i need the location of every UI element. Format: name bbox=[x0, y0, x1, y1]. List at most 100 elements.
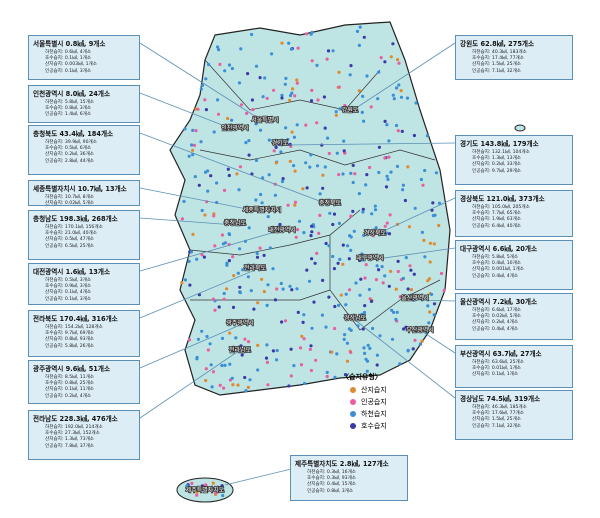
wetland-dot bbox=[210, 385, 214, 389]
wetland-dot bbox=[343, 103, 347, 108]
wetland-dot bbox=[238, 247, 242, 251]
wetland-dot bbox=[247, 226, 251, 230]
wetland-dot bbox=[362, 233, 366, 238]
wetland-dot bbox=[407, 225, 411, 229]
callout-line: 산지습지: 0.2㎢, 4개소 bbox=[472, 320, 519, 326]
callout-box: 충청북도 43.4㎢, 184개소 하천습지: 39.9㎢, 90개소 호수습지: … bbox=[28, 125, 140, 175]
wetland-dot bbox=[315, 63, 319, 67]
wetland-dot bbox=[281, 177, 285, 181]
wetland-dot bbox=[309, 32, 313, 36]
leader-line bbox=[139, 132, 331, 206]
wetland-dot bbox=[180, 217, 184, 221]
wetland-dot bbox=[239, 344, 243, 348]
wetland-dot bbox=[391, 93, 395, 97]
wetland-dot bbox=[265, 96, 269, 100]
wetland-dot bbox=[345, 341, 349, 345]
wetland-dot bbox=[324, 241, 328, 246]
wetland-dot bbox=[274, 161, 278, 165]
wetland-dot bbox=[284, 126, 288, 130]
wetland-dot bbox=[204, 77, 208, 81]
wetland-dot bbox=[223, 363, 227, 367]
wetland-dot bbox=[288, 284, 292, 288]
wetland-dot bbox=[358, 25, 362, 29]
map-label: 대구광역시 bbox=[356, 254, 384, 262]
wetland-dot bbox=[361, 258, 365, 262]
callout-line: 산지습지: 0.1㎢, 1개소 bbox=[472, 372, 519, 378]
wetland-dot bbox=[383, 224, 387, 228]
wetland-dot bbox=[292, 364, 296, 368]
wetland-dot bbox=[326, 136, 330, 140]
wetland-dot bbox=[344, 106, 348, 110]
legend-label: 호수습지 bbox=[361, 422, 387, 430]
wetland-dot bbox=[271, 349, 275, 353]
wetland-dot bbox=[377, 268, 381, 272]
leader-line bbox=[414, 299, 456, 302]
wetland-dot bbox=[361, 207, 365, 211]
callout-line: 호수습지: 17.4㎢, 77개소 bbox=[472, 56, 524, 62]
callout-line: 하천습지: 192.0㎢, 214개소 bbox=[45, 425, 103, 430]
wetland-dot bbox=[240, 222, 244, 227]
callout-line: 호수습지: 7.7㎢, 65개소 bbox=[472, 211, 522, 217]
mainland bbox=[169, 21, 451, 396]
wetland-dot bbox=[222, 386, 226, 390]
wetland-dot bbox=[196, 107, 200, 111]
callout-box: 제주특별자치도 2.8㎢, 127개소 하천습지: 0.3㎢, 16개소 호수습지:… bbox=[290, 455, 408, 501]
wetland-dot bbox=[309, 344, 313, 348]
callout-title: 서울특별시 0.8㎢, 9개소 bbox=[33, 40, 106, 48]
callout-line: 호수습지: 0.4㎢, 10개소 bbox=[472, 261, 522, 267]
wetland-dot bbox=[339, 293, 343, 297]
wetland-dot bbox=[264, 356, 269, 360]
callout-title: 인천광역시 8.0㎢, 24개소 bbox=[33, 90, 111, 98]
wetland-dot bbox=[283, 319, 288, 323]
callout-title: 울산광역시 7.2㎢, 30개소 bbox=[460, 298, 538, 306]
wetland-dot bbox=[345, 359, 350, 363]
wetland-dot bbox=[221, 493, 225, 498]
callout-box: 대전광역시 1.6㎢, 13개소 하천습지: 0.5㎢, 3개소 호수습지: 0.9… bbox=[28, 263, 140, 305]
wetland-dot bbox=[321, 186, 325, 190]
callout-title: 경상남도 74.5㎢, 319개소 bbox=[460, 395, 541, 403]
wetland-dot bbox=[215, 486, 220, 490]
wetland-dot bbox=[396, 269, 400, 274]
callout-title: 대구광역시 6.6㎢, 20개소 bbox=[460, 245, 538, 253]
wetland-dot bbox=[310, 326, 314, 330]
wetland-dot bbox=[239, 47, 243, 51]
legend: 〈습지유형〉 산지습지 인공습지 하천습지 호수습지 bbox=[342, 372, 408, 433]
wetland-dot bbox=[200, 253, 204, 257]
wetland-dot bbox=[315, 251, 319, 255]
wetland-dot bbox=[267, 173, 271, 177]
callout-line: 산지습지: 0.003㎢, 1개소 bbox=[45, 62, 97, 68]
wetland-dot bbox=[346, 244, 350, 248]
callout-line: 산지습지: 0.02㎢, 5개소 bbox=[45, 201, 95, 207]
wetland-dot bbox=[363, 304, 367, 308]
wetland-dot bbox=[335, 151, 339, 155]
callout-line: 하천습지: 6.6㎢, 17개소 bbox=[472, 308, 522, 313]
wetland-dot bbox=[225, 287, 229, 291]
callout-title: 제주특별자치도 2.8㎢, 127개소 bbox=[295, 460, 389, 468]
callout-line: 인공습지: 6.5㎢, 25개소 bbox=[45, 243, 95, 249]
callout-line: 하천습지: 0.6㎢, 4개소 bbox=[45, 50, 92, 55]
wetland-dot bbox=[207, 62, 211, 67]
wetland-dot bbox=[387, 139, 391, 143]
wetland-dot bbox=[200, 83, 205, 87]
wetland-dot bbox=[356, 324, 360, 328]
callout-line: 산지습지: 0.1㎢, 4개소 bbox=[45, 290, 92, 296]
wetland-dot bbox=[288, 98, 292, 102]
wetland-dot bbox=[245, 111, 249, 115]
wetland-dot bbox=[291, 87, 295, 91]
wetland-dot bbox=[204, 483, 208, 487]
wetland-dot bbox=[218, 62, 222, 66]
map-label: 강원도 bbox=[342, 106, 359, 114]
callout-box: 부산광역시 63.7㎢, 27개소 하천습지: 63.6㎢, 25개소 호수습지: … bbox=[455, 345, 573, 388]
wetland-dot bbox=[243, 337, 247, 341]
callout-line: 산지습지: 1.3㎢, 73개소 bbox=[45, 437, 95, 443]
wetland-dot bbox=[318, 192, 322, 196]
wetland-dot bbox=[422, 238, 426, 242]
callout-line: 하천습지: 8.5㎢, 11개소 bbox=[45, 375, 95, 380]
wetland-dot bbox=[297, 219, 302, 223]
callout-line: 인공습지: 7.1㎢, 32개소 bbox=[472, 68, 522, 74]
wetland-dot bbox=[279, 281, 283, 286]
wetland-dot bbox=[387, 155, 391, 159]
wetland-dot bbox=[239, 103, 244, 107]
wetland-dot bbox=[263, 76, 267, 80]
wetland-dot bbox=[217, 48, 221, 52]
